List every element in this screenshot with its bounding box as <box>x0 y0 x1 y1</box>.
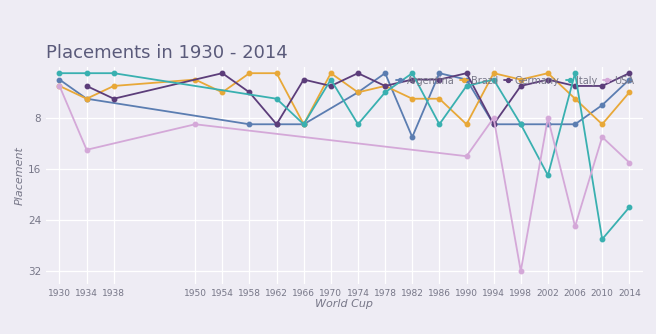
Italy <box>273 97 281 101</box>
Germany <box>489 122 497 126</box>
Italy <box>598 237 606 241</box>
Argentina <box>598 103 606 107</box>
Brazil <box>110 84 117 88</box>
Italy <box>56 71 64 75</box>
Brazil <box>327 71 335 75</box>
USA <box>625 161 633 165</box>
Germany <box>625 71 633 75</box>
Argentina <box>381 71 389 75</box>
Argentina <box>300 122 308 126</box>
Argentina <box>571 122 579 126</box>
Line: Italy: Italy <box>57 71 632 241</box>
USA <box>56 84 64 88</box>
Argentina <box>273 122 281 126</box>
Brazil <box>598 122 606 126</box>
Argentina <box>625 77 633 81</box>
Germany <box>544 77 552 81</box>
Germany <box>327 84 335 88</box>
Legend: Argentina, Brazil, Germany, Italy, USA: Argentina, Brazil, Germany, Italy, USA <box>392 72 638 90</box>
Argentina <box>517 122 525 126</box>
Line: Argentina: Argentina <box>57 71 632 139</box>
Brazil <box>300 122 308 126</box>
USA <box>489 116 497 120</box>
Brazil <box>83 97 91 101</box>
Germany <box>354 71 362 75</box>
Italy <box>381 90 389 94</box>
Argentina <box>436 71 443 75</box>
Brazil <box>571 97 579 101</box>
Y-axis label: Placement: Placement <box>15 146 25 205</box>
Italy <box>354 122 362 126</box>
Argentina <box>354 90 362 94</box>
Brazil <box>462 122 470 126</box>
Germany <box>300 77 308 81</box>
Line: Brazil: Brazil <box>57 71 632 127</box>
Germany <box>83 84 91 88</box>
USA <box>571 224 579 228</box>
Argentina <box>489 122 497 126</box>
X-axis label: World Cup: World Cup <box>316 299 373 309</box>
Brazil <box>273 71 281 75</box>
Argentina <box>83 97 91 101</box>
USA <box>83 148 91 152</box>
Italy <box>571 71 579 75</box>
Germany <box>462 71 470 75</box>
USA <box>191 122 199 126</box>
Italy <box>544 173 552 177</box>
Italy <box>327 77 335 81</box>
Germany <box>436 77 443 81</box>
Brazil <box>354 90 362 94</box>
Brazil <box>517 77 525 81</box>
Brazil <box>191 77 199 81</box>
Germany <box>517 84 525 88</box>
Argentina <box>544 122 552 126</box>
Germany <box>273 122 281 126</box>
USA <box>598 135 606 139</box>
Germany <box>598 84 606 88</box>
Text: Placements in 1930 - 2014: Placements in 1930 - 2014 <box>46 44 288 62</box>
Argentina <box>245 122 253 126</box>
Germany <box>381 84 389 88</box>
Brazil <box>218 90 226 94</box>
Germany <box>408 77 416 81</box>
Italy <box>462 84 470 88</box>
Brazil <box>245 71 253 75</box>
USA <box>517 269 525 273</box>
Brazil <box>544 71 552 75</box>
Italy <box>408 71 416 75</box>
Brazil <box>408 97 416 101</box>
Argentina <box>408 135 416 139</box>
Italy <box>300 122 308 126</box>
Brazil <box>489 71 497 75</box>
Brazil <box>625 90 633 94</box>
Argentina <box>462 77 470 81</box>
Germany <box>218 71 226 75</box>
Italy <box>436 122 443 126</box>
USA <box>544 116 552 120</box>
Brazil <box>436 97 443 101</box>
Italy <box>517 122 525 126</box>
Italy <box>83 71 91 75</box>
Brazil <box>56 84 64 88</box>
USA <box>462 154 470 158</box>
Germany <box>245 90 253 94</box>
Italy <box>110 71 117 75</box>
Brazil <box>381 84 389 88</box>
Italy <box>625 205 633 209</box>
Argentina <box>56 77 64 81</box>
Germany <box>110 97 117 101</box>
Germany <box>571 84 579 88</box>
Italy <box>489 77 497 81</box>
Line: Germany: Germany <box>85 71 632 127</box>
Line: USA: USA <box>57 84 632 273</box>
